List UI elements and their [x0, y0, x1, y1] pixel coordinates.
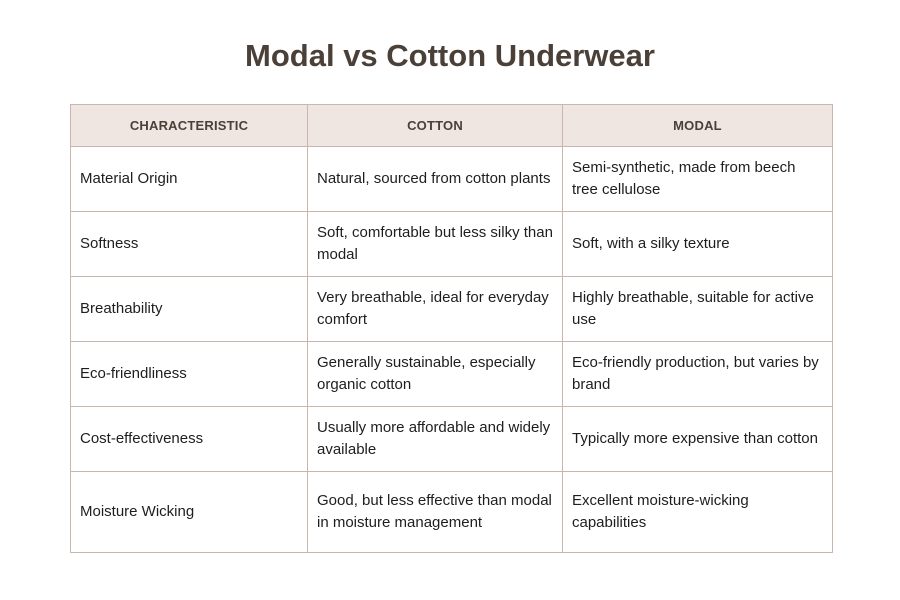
- page-title: Modal vs Cotton Underwear: [245, 38, 655, 73]
- characteristic-cell: Softness: [70, 211, 308, 277]
- table-row: Softness Soft, comfortable but less silky…: [70, 211, 833, 277]
- header-row: CHARACTERISTIC COTTON MODAL: [70, 104, 833, 147]
- characteristic-cell: Material Origin: [70, 146, 308, 212]
- characteristic-cell: Cost-effectiveness: [70, 406, 308, 472]
- table-row: Eco-friendliness Generally sustainable, e…: [70, 341, 833, 407]
- modal-cell: Eco-friendly production, but varies by b…: [562, 341, 833, 407]
- header-characteristic: CHARACTERISTIC: [70, 104, 308, 147]
- table-row: Moisture Wicking Good, but less effective…: [70, 471, 833, 553]
- cotton-cell: Usually more affordable and widely avail…: [307, 406, 563, 472]
- cotton-cell: Soft, comfortable but less silky than mo…: [307, 211, 563, 277]
- cotton-cell: Generally sustainable, especially organi…: [307, 341, 563, 407]
- characteristic-cell: Moisture Wicking: [70, 471, 308, 553]
- modal-cell: Soft, with a silky texture: [562, 211, 833, 277]
- modal-cell: Semi-synthetic, made from beech tree cel…: [562, 146, 833, 212]
- header-cotton: COTTON: [307, 104, 563, 147]
- table-row: Cost-effectiveness Usually more affordabl…: [70, 406, 833, 472]
- cotton-cell: Good, but less effective than modal in m…: [307, 471, 563, 553]
- characteristic-cell: Eco-friendliness: [70, 341, 308, 407]
- table-row: Material Origin Natural, sourced from cot…: [70, 146, 833, 212]
- table-row: Breathability Very breathable, ideal for …: [70, 276, 833, 342]
- header-modal: MODAL: [562, 104, 833, 147]
- modal-cell: Excellent moisture-wicking capabilities: [562, 471, 833, 553]
- cotton-cell: Natural, sourced from cotton plants: [307, 146, 563, 212]
- modal-cell: Highly breathable, suitable for active u…: [562, 276, 833, 342]
- cotton-cell: Very breathable, ideal for everyday comf…: [307, 276, 563, 342]
- characteristic-cell: Breathability: [70, 276, 308, 342]
- modal-cell: Typically more expensive than cotton: [562, 406, 833, 472]
- comparison-table: CHARACTERISTIC COTTON MODAL Material Ori…: [70, 104, 833, 553]
